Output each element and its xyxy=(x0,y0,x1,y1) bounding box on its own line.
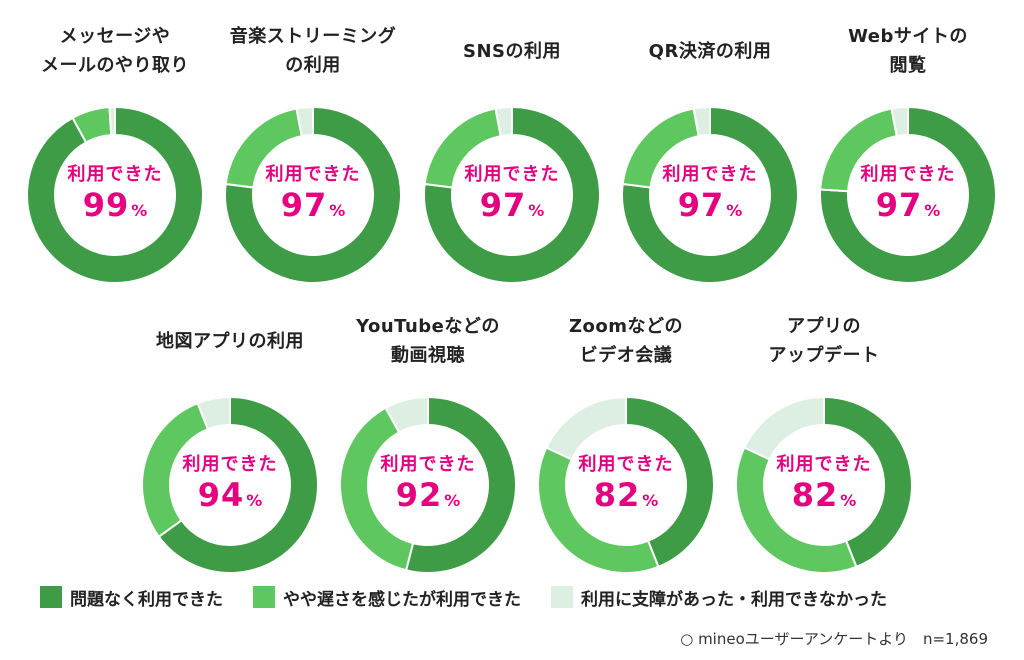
center-label: 利用できた xyxy=(860,164,956,185)
center-value-number: 82 xyxy=(593,476,641,514)
donut-slice xyxy=(108,105,116,137)
center-label: 利用できた xyxy=(662,164,758,185)
center-value-unit: % xyxy=(329,201,346,220)
donut-slice xyxy=(157,395,319,574)
chart-title: 地図アプリの利用 xyxy=(156,330,304,352)
donut-svg xyxy=(423,105,601,284)
source-note: ○ mineoユーザーアンケートより n=1,869 xyxy=(680,630,988,648)
legend-label: やや遅さを感じたが利用できた xyxy=(283,589,521,610)
center-value: 82% xyxy=(531,476,721,514)
center-value-unit: % xyxy=(924,201,941,220)
center-value-number: 97 xyxy=(479,186,527,224)
legend-swatch xyxy=(40,586,62,608)
donut-slice xyxy=(819,105,997,284)
center-label: 利用できた xyxy=(182,454,278,475)
donut-slice xyxy=(890,105,909,138)
donut-svg xyxy=(141,395,319,574)
chart-title: メッセージや メールのやり取り xyxy=(41,26,189,76)
center-label: 利用できた xyxy=(578,454,674,475)
center-value: 99% xyxy=(20,186,210,224)
donut-slice xyxy=(423,105,601,284)
chart-title: Webサイトの 閲覧 xyxy=(848,26,968,76)
donut-slice xyxy=(621,105,799,284)
center-value-unit: % xyxy=(840,491,857,510)
center-value: 82% xyxy=(729,476,919,514)
center-label: 利用できた xyxy=(776,454,872,475)
chart-title: YouTubeなどの 動画視聴 xyxy=(356,316,500,366)
donut-chart: メッセージや メールのやり取り利用できた 99% xyxy=(20,14,210,284)
center-value: 92% xyxy=(333,476,523,514)
donut-chart: YouTubeなどの 動画視聴利用できた 92% xyxy=(333,304,523,574)
donut-svg xyxy=(537,395,715,574)
center-value-number: 94 xyxy=(197,476,245,514)
donut-slice xyxy=(823,395,913,569)
donut-svg xyxy=(224,105,402,284)
legend-item-slow: やや遅さを感じたが利用できた xyxy=(253,585,521,610)
center-value-unit: % xyxy=(131,201,148,220)
center-value-unit: % xyxy=(642,491,659,510)
center-value: 97% xyxy=(417,186,607,224)
donut-svg xyxy=(621,105,799,284)
chart-title: Zoomなどの ビデオ会議 xyxy=(568,316,684,366)
center-value-number: 97 xyxy=(875,186,923,224)
center-value-number: 97 xyxy=(677,186,725,224)
donut-slice xyxy=(404,395,517,574)
donut-svg xyxy=(735,395,913,574)
legend-label: 問題なく利用できた xyxy=(70,589,223,610)
donut-slice xyxy=(384,395,429,434)
center-label: 利用できた xyxy=(265,164,361,185)
donut-slice xyxy=(692,105,711,138)
donut-chart: Webサイトの 閲覧利用できた 97% xyxy=(813,14,1003,284)
chart-title: QR決済の利用 xyxy=(648,40,772,62)
donut-chart: 音楽ストリーミング の利用利用できた 97% xyxy=(218,14,408,284)
donut-slice xyxy=(545,395,627,461)
legend-item-no-problem: 問題なく利用できた xyxy=(40,585,223,610)
center-value: 97% xyxy=(615,186,805,224)
center-value-unit: % xyxy=(528,201,545,220)
center-value: 94% xyxy=(135,476,325,514)
center-value-unit: % xyxy=(246,491,263,510)
center-value-unit: % xyxy=(444,491,461,510)
center-label: 利用できた xyxy=(67,164,163,185)
donut-slice xyxy=(26,105,204,284)
donut-slice xyxy=(625,395,715,569)
donut-chart: アプリの アップデート利用できた 82% xyxy=(729,304,919,574)
donut-slice xyxy=(224,105,402,284)
center-value: 97% xyxy=(813,186,1003,224)
legend-swatch xyxy=(551,586,573,608)
donut-chart: 地図アプリの利用 利用できた 94% xyxy=(135,304,325,574)
chart-title: アプリの アップデート xyxy=(768,316,880,366)
donut-slice xyxy=(196,395,231,431)
center-value-number: 92 xyxy=(395,476,443,514)
donut-svg xyxy=(339,395,517,574)
donut-chart: Zoomなどの ビデオ会議利用できた 82% xyxy=(531,304,721,574)
donut-slice xyxy=(295,105,314,138)
center-label: 利用できた xyxy=(464,164,560,185)
center-value-number: 97 xyxy=(280,186,328,224)
legend-item-trouble: 利用に支障があった・利用できなかった xyxy=(551,585,887,610)
donut-chart: QR決済の利用 利用できた 97% xyxy=(615,14,805,284)
center-value-unit: % xyxy=(726,201,743,220)
chart-title: 音楽ストリーミング の利用 xyxy=(229,26,397,76)
legend: 問題なく利用できた やや遅さを感じたが利用できた 利用に支障があった・利用できな… xyxy=(40,582,1020,612)
donut-chart: SNSの利用 利用できた 97% xyxy=(417,14,607,284)
center-value-number: 82 xyxy=(791,476,839,514)
center-value: 97% xyxy=(218,186,408,224)
legend-swatch xyxy=(253,586,275,608)
chart-title: SNSの利用 xyxy=(463,40,561,62)
donut-slice xyxy=(743,395,825,461)
center-value-number: 99 xyxy=(82,186,130,224)
donut-slice xyxy=(494,105,513,138)
donut-svg xyxy=(26,105,204,284)
donut-svg xyxy=(819,105,997,284)
center-label: 利用できた xyxy=(380,454,476,475)
legend-label: 利用に支障があった・利用できなかった xyxy=(581,589,887,610)
